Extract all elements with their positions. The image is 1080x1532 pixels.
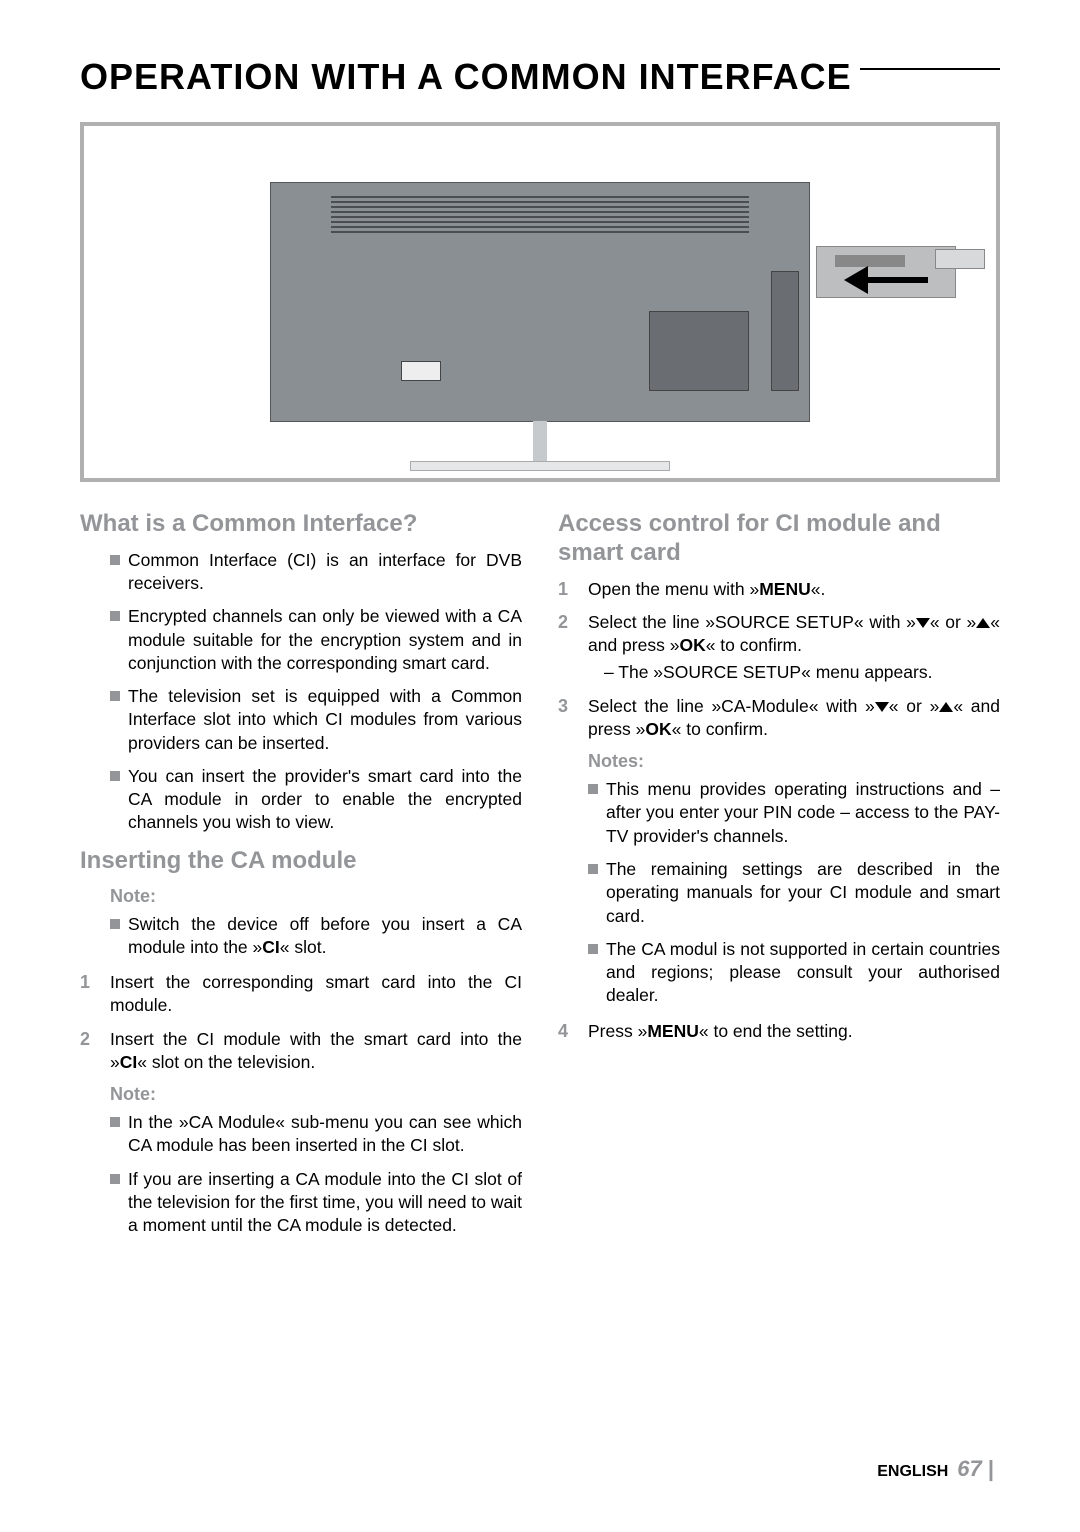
section-heading-inserting-ca: Inserting the CA module (80, 847, 522, 876)
note-label: Note: (110, 1084, 522, 1105)
page-footer: ENGLISH 67 | (877, 1456, 994, 1482)
down-arrow-icon (916, 618, 930, 628)
tv-stand-neck (533, 421, 547, 461)
step-item: Select the line »SOURCE SETUP« with »« o… (558, 611, 1000, 685)
common-interface-bullets: Common Interface (CI) is an interface fo… (80, 549, 522, 835)
tv-side-panel (771, 271, 799, 391)
footer-bar-icon: | (982, 1456, 994, 1481)
up-arrow-icon (976, 618, 990, 628)
step-item: Insert the CI module with the smart card… (80, 1028, 522, 1075)
left-column: What is a Common Interface? Common Inter… (80, 510, 522, 1249)
smart-card-icon (935, 249, 985, 269)
step-item: Insert the corresponding smart card into… (80, 971, 522, 1018)
chapter-title: OPERATION WITH A COMMON INTERFACE (80, 56, 1000, 98)
up-arrow-icon (939, 702, 953, 712)
tv-diagram (80, 122, 1000, 482)
section-heading-common-interface: What is a Common Interface? (80, 510, 522, 539)
tv-vent-grille (331, 193, 749, 233)
footer-language: ENGLISH (877, 1463, 948, 1480)
tv-stand-base (410, 461, 670, 471)
access-control-steps-cont: Press »MENU« to end the setting. (558, 1020, 1000, 1043)
bullet-item: The television set is equipped with a Co… (110, 685, 522, 755)
arrow-icon (844, 266, 928, 294)
bullet-item: This menu provides operating instruction… (588, 778, 1000, 848)
inserting-steps: Insert the corresponding smart card into… (80, 971, 522, 1074)
section-heading-access-control: Access control for CI module and smart c… (558, 510, 1000, 568)
bullet-item: You can insert the provider's smart card… (110, 765, 522, 835)
body-columns: What is a Common Interface? Common Inter… (80, 510, 1000, 1249)
chapter-title-text: OPERATION WITH A COMMON INTERFACE (80, 56, 852, 98)
bullet-item: Encrypted channels can only be viewed wi… (110, 605, 522, 675)
step-sub-line: – The »SOURCE SETUP« menu appears. (588, 661, 1000, 684)
bullet-item: Common Interface (CI) is an interface fo… (110, 549, 522, 596)
step-item: Select the line »CA-Module« with »« or »… (558, 695, 1000, 742)
access-control-steps: Open the menu with »MENU«. Select the li… (558, 578, 1000, 742)
notes-label: Notes: (588, 751, 1000, 772)
down-arrow-icon (875, 702, 889, 712)
note-bullets: In the »CA Module« sub-menu you can see … (80, 1111, 522, 1237)
tv-warning-label (401, 361, 441, 381)
step-item: Open the menu with »MENU«. (558, 578, 1000, 601)
bullet-item: In the »CA Module« sub-menu you can see … (110, 1111, 522, 1158)
bullet-item: Switch the device off before you insert … (110, 913, 522, 960)
step-item: Press »MENU« to end the setting. (558, 1020, 1000, 1043)
tv-rear-panel (270, 182, 810, 422)
bullet-item: The remaining settings are described in … (588, 858, 1000, 928)
right-column: Access control for CI module and smart c… (558, 510, 1000, 1249)
bullet-item: The CA modul is not supported in certain… (588, 938, 1000, 1008)
note-label: Note: (110, 886, 522, 907)
footer-page-number: 67 (957, 1456, 981, 1481)
notes-bullets: This menu provides operating instruction… (558, 778, 1000, 1007)
tv-connector-panel (649, 311, 749, 391)
chapter-title-rule (860, 68, 1000, 70)
bullet-item: If you are inserting a CA module into th… (110, 1168, 522, 1238)
note-bullets: Switch the device off before you insert … (80, 913, 522, 960)
